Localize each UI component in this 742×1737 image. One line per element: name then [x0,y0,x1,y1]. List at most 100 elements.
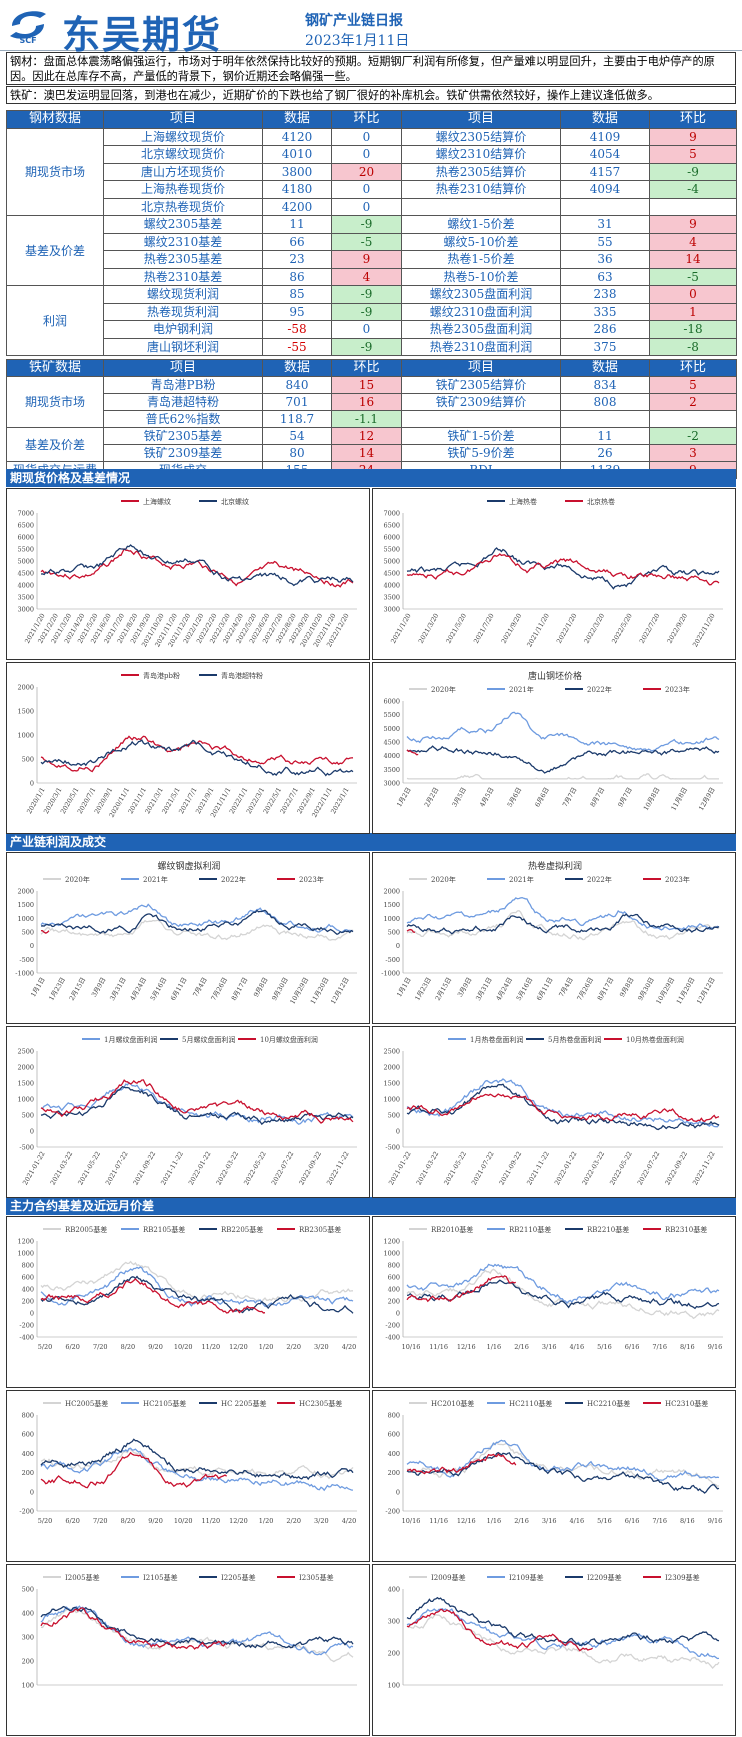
y-tick-label: 5000 [383,725,400,733]
chart-svg: 青岛港pb粉 青岛港超特粉20001500100050002020/1/12020… [17,671,357,819]
item-cell: 热卷1-5价差 [401,250,561,269]
y-tick-label: 2000 [383,1064,400,1072]
value-cell: 4054 [560,145,650,164]
y-tick-label: 1000 [17,915,34,923]
group-label: 利润 [6,285,104,356]
x-tick-label: 2022-03-22 [215,1150,241,1186]
x-tick-label: 2021-11-22 [525,1150,551,1186]
x-tick-label: 10月29日 [288,976,310,1006]
y-tick-label: 0 [396,1310,400,1318]
series-line [406,1608,593,1652]
change-cell: 1 [649,302,737,321]
change-cell: -5 [649,267,737,286]
x-tick-label: 6/16 [625,1517,640,1525]
change-cell: 14 [331,444,402,462]
legend-item: RB2305基差 [277,1225,341,1234]
chart-title: 热卷虚拟利润 [528,860,582,872]
x-tick-label: 3/16 [542,1343,557,1351]
y-tick-label: 6500 [17,522,34,530]
x-tick-label: 2022-05-22 [242,1150,268,1186]
x-tick-label: 2021/1/20 [389,612,413,645]
chart-svg: HC2010基差 HC2110基差 HC2210基差 HC2310基差 800 600 40… [385,1399,723,1525]
series-line [40,919,354,941]
value-cell: 55 [560,232,650,251]
x-tick-label: 4/16 [570,1517,585,1525]
change-cell: -4 [649,180,737,199]
x-tick-label: 9月30日 [270,976,290,1002]
change-cell: 0 [331,320,402,339]
x-tick-label: 12/20 [229,1343,248,1351]
change-cell: -5 [331,232,402,251]
y-tick-label: -500 [385,956,400,964]
section-header-basis: 主力合约基差及近远月价差 [6,1197,736,1215]
svg-text:5月螺纹盘面利润: 5月螺纹盘面利润 [182,1035,235,1044]
svg-text:I2305基差: I2305基差 [299,1573,334,1582]
series-line [40,903,354,934]
x-tick-label: 3/16 [542,1517,557,1525]
svg-text:1月螺纹盘面利润: 1月螺纹盘面利润 [104,1035,157,1044]
legend-item: RB2210基差 [565,1225,629,1234]
y-tick-label: 100 [388,1682,400,1690]
x-tick-label: 7月4日 [191,976,209,998]
x-tick-label: 2022-05-22 [608,1150,634,1186]
chart-title: 唐山钢坯价格 [528,670,582,682]
x-tick-label: 2022-07-22 [270,1150,296,1186]
item-cell: 上海螺纹现货价 [103,127,263,146]
x-tick-label: 2021-03-22 [415,1150,441,1186]
ore-data-table: 铁矿数据 项目 数据 环比 项目 数据 环比 期现货市场 青岛港PB粉 840 15 铁矿2305结算… [6,359,737,479]
x-tick-label: 3月9日 [456,976,474,998]
series-line [406,749,419,756]
table-header-cell: 项目 [103,359,263,377]
y-tick-label: 4500 [17,570,34,578]
y-tick-label: 200 [388,1650,400,1658]
table-header-cell: 环比 [649,110,737,129]
y-tick-label: 3000 [383,780,400,788]
x-tick-label: 9月8日 [618,976,636,998]
value-cell: 54 [262,427,332,445]
y-tick-label: 0 [30,780,34,788]
table-header-cell: 数据 [262,110,332,129]
y-tick-label: 5500 [383,711,400,719]
y-tick-label: 1000 [17,732,34,740]
section-header-profits: 产业链利润及成交 [6,833,736,851]
series-line [40,1085,354,1126]
series-line [40,1266,354,1308]
legend-item: I2209基差 [565,1573,622,1582]
x-tick-label: 2021/3/20 [417,612,441,645]
series-line [406,1078,720,1128]
change-cell: 4 [649,232,737,251]
x-tick-label: 2021-09-22 [498,1150,524,1186]
x-tick-label: 7/20 [93,1343,108,1351]
x-tick-label: 5/16 [597,1343,612,1351]
x-tick-label: 3/20 [314,1517,329,1525]
x-tick-label: 7月26日 [575,976,595,1002]
x-tick-label: 11/16 [429,1343,448,1351]
svg-text:RB2310基差: RB2310基差 [665,1225,707,1234]
y-tick-label: 7000 [17,510,34,518]
y-tick-label: 600 [388,1431,400,1439]
svg-text:RB2105基差: RB2105基差 [143,1225,185,1234]
table-row: 期现货市场 上海螺纹现货价 4120 0 螺纹2305结算价 4109 9 [6,127,737,216]
svg-text:I2205基差: I2205基差 [221,1573,256,1582]
report-date: 2023年1月11日 [305,33,410,49]
series-line [406,547,720,590]
svg-text:HC2105基差: HC2105基差 [143,1399,186,1408]
y-tick-label: 7000 [383,510,400,518]
y-tick-label: 5500 [383,546,400,554]
x-tick-label: 6/20 [65,1343,80,1351]
y-tick-label: 400 [22,1450,34,1458]
y-tick-label: 1000 [17,1096,34,1104]
y-tick-label: 500 [22,756,34,764]
series-line [406,1439,720,1481]
svg-text:青岛港pb粉: 青岛港pb粉 [143,671,180,680]
value-cell: 23 [262,250,332,269]
value-cell [560,197,650,216]
table-header-cell: 铁矿数据 [6,359,104,377]
series-line [406,897,720,931]
x-tick-label: 2022-03-22 [581,1150,607,1186]
series-line [406,1613,720,1669]
legend-item: RB2105基差 [121,1225,185,1234]
y-tick-label: 1200 [383,1238,400,1246]
x-tick-label: 3月9日 [90,976,108,998]
table-row: 热卷现货利润 95 -9 螺纹2310盘面利润 335 1 [7,302,737,321]
